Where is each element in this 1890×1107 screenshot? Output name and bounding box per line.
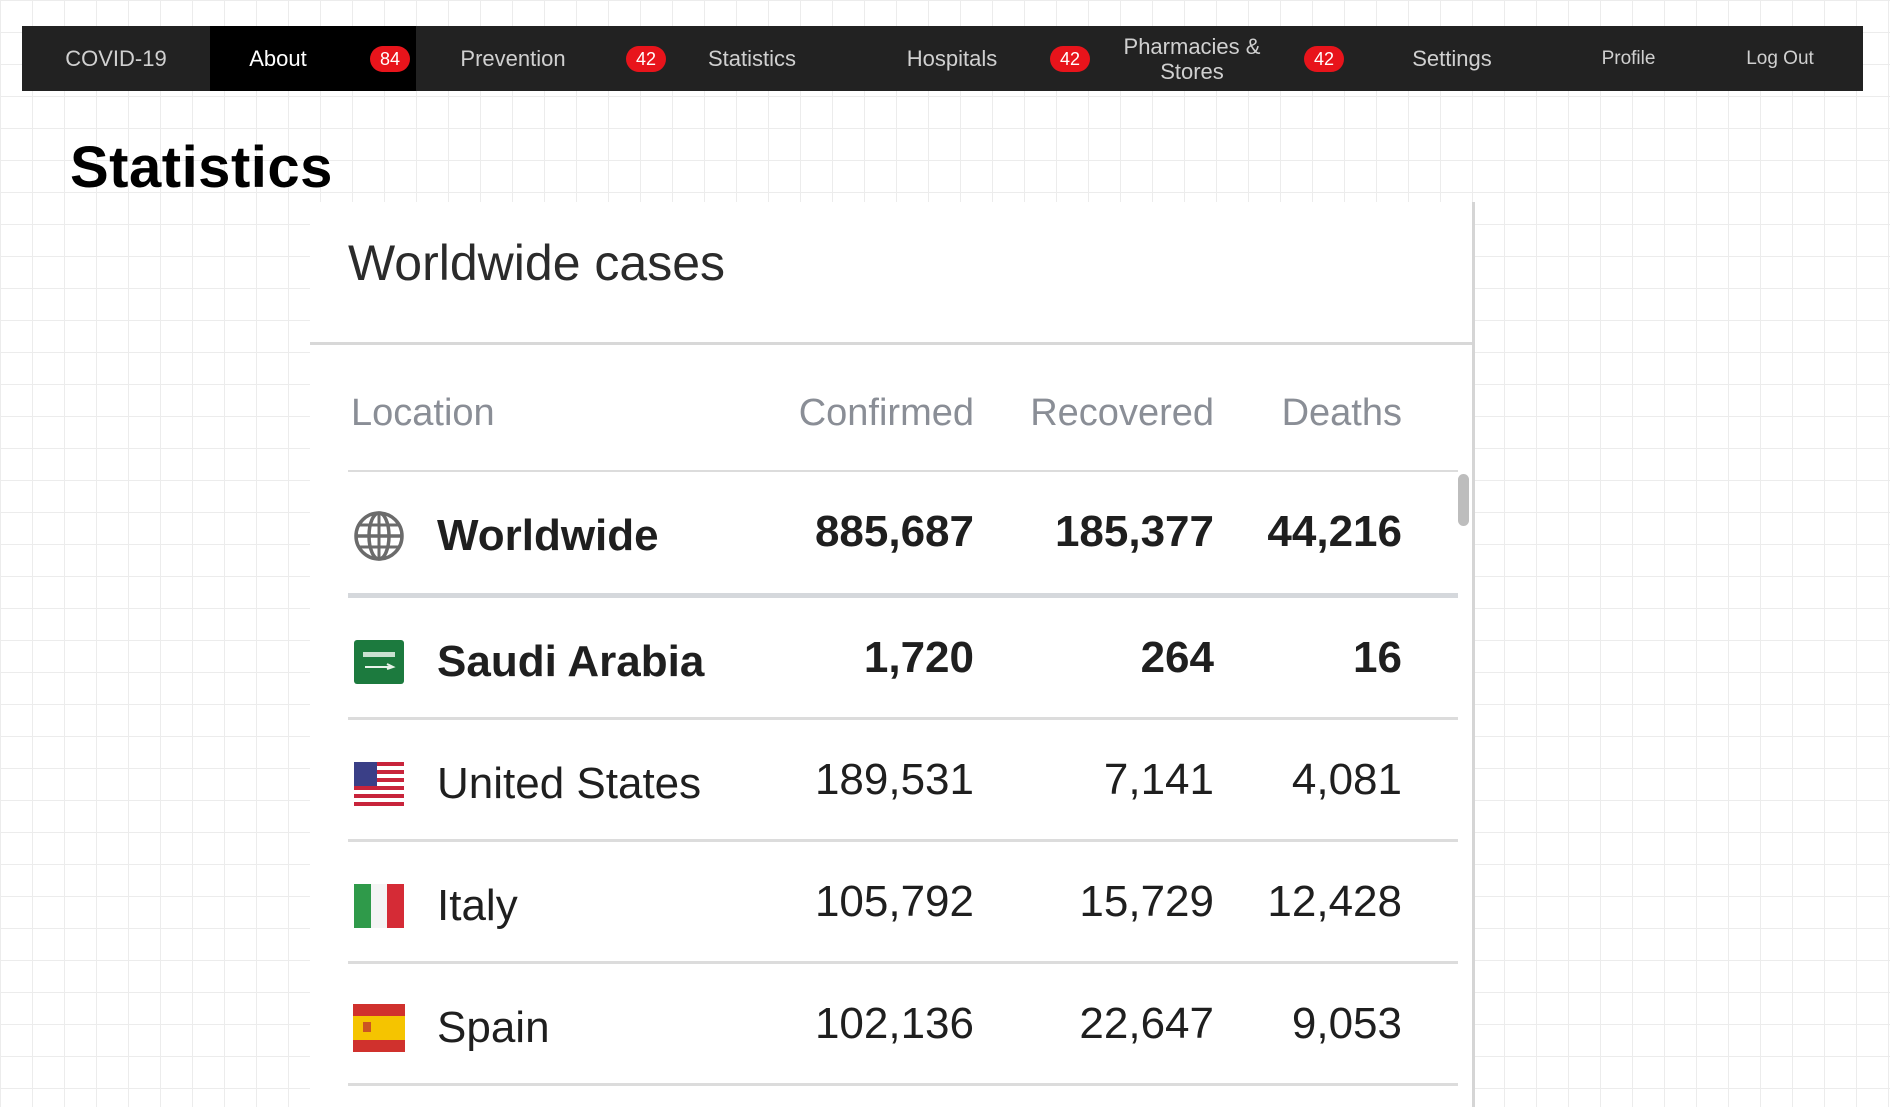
nav-item-label: About — [249, 46, 307, 71]
table-row-saudi-arabia[interactable]: Saudi Arabia 1,720 264 16 — [348, 598, 1458, 720]
deaths-value: 16 — [1353, 633, 1402, 682]
notification-badge: 42 — [1304, 46, 1344, 72]
table-row-united-states[interactable]: United States 189,531 7,141 4,081 — [348, 720, 1458, 842]
nav-item-label: Hospitals — [906, 46, 998, 71]
scrollbar-thumb[interactable] — [1458, 474, 1469, 526]
notification-badge: 84 — [370, 46, 410, 72]
recovered-value: 7,141 — [1103, 755, 1214, 804]
nav-item-settings[interactable]: Settings — [1344, 26, 1560, 91]
recovered-value: 15,729 — [1079, 877, 1214, 926]
nav-item-prevention[interactable]: Prevention 42 — [416, 26, 666, 91]
divider — [310, 342, 1472, 345]
deaths-value: 4,081 — [1291, 755, 1402, 804]
nav-item-label: COVID-19 — [65, 46, 167, 71]
worldwide-cases-card: Worldwide cases Location Confirmed Recov… — [310, 202, 1475, 1107]
table-header: Location Confirmed Recovered Deaths — [348, 392, 1458, 472]
nav-item-logout[interactable]: Log Out — [1697, 26, 1863, 91]
nav-item-label: Settings — [1412, 46, 1492, 71]
notification-badge: 42 — [1050, 46, 1090, 72]
nav-item-label: Profile — [1601, 48, 1656, 69]
deaths-value: 9,053 — [1291, 999, 1402, 1048]
location-name: Worldwide — [437, 511, 659, 560]
recovered-value: 264 — [1140, 633, 1214, 682]
spain-flag-icon — [353, 1004, 405, 1052]
nav-item-statistics[interactable]: Statistics — [666, 26, 838, 91]
nav-item-about[interactable]: About 84 — [210, 26, 416, 91]
location-name: United States — [437, 759, 702, 808]
column-header-recovered[interactable]: Recovered — [1030, 392, 1214, 434]
top-navbar: COVID-19 About 84 Prevention 42 Statisti… — [22, 26, 1863, 91]
nav-item-label: Log Out — [1746, 48, 1814, 69]
united-states-flag-icon — [354, 762, 404, 806]
card-title: Worldwide cases — [348, 235, 726, 291]
deaths-value: 12,428 — [1267, 877, 1402, 926]
table-row-italy[interactable]: Italy 105,792 15,729 12,428 — [348, 842, 1458, 964]
confirmed-value: 1,720 — [863, 633, 974, 682]
recovered-value: 22,647 — [1079, 999, 1214, 1048]
table-body: Worldwide 885,687 185,377 44,216 Saudi A… — [348, 472, 1458, 1086]
recovered-value: 185,377 — [1054, 507, 1214, 556]
confirmed-value: 189,531 — [814, 755, 974, 804]
italy-flag-icon — [354, 884, 404, 928]
column-header-deaths[interactable]: Deaths — [1281, 392, 1402, 434]
nav-item-hospitals[interactable]: Hospitals 42 — [838, 26, 1090, 91]
confirmed-value: 885,687 — [814, 507, 974, 556]
confirmed-value: 105,792 — [814, 877, 974, 926]
nav-item-profile[interactable]: Profile — [1560, 26, 1697, 91]
table-row-worldwide[interactable]: Worldwide 885,687 185,377 44,216 — [348, 472, 1458, 598]
globe-icon — [354, 511, 404, 561]
nav-item-pharmacies-stores[interactable]: Pharmacies & Stores 42 — [1090, 26, 1344, 91]
confirmed-value: 102,136 — [814, 999, 974, 1048]
deaths-value: 44,216 — [1267, 507, 1402, 556]
nav-item-label: Prevention — [460, 46, 566, 71]
table-row-spain[interactable]: Spain 102,136 22,647 9,053 — [348, 964, 1458, 1086]
location-name: Italy — [437, 881, 518, 930]
location-name: Saudi Arabia — [437, 637, 705, 686]
location-name: Spain — [437, 1003, 550, 1052]
notification-badge: 42 — [626, 46, 666, 72]
saudi-arabia-flag-icon — [354, 640, 404, 684]
page-title: Statistics — [70, 135, 333, 200]
column-header-confirmed[interactable]: Confirmed — [798, 392, 974, 434]
column-header-location[interactable]: Location — [351, 392, 495, 434]
nav-item-label: Pharmacies & Stores — [1123, 33, 1261, 84]
nav-item-label: Statistics — [707, 46, 797, 71]
nav-item-covid19[interactable]: COVID-19 — [22, 26, 210, 91]
